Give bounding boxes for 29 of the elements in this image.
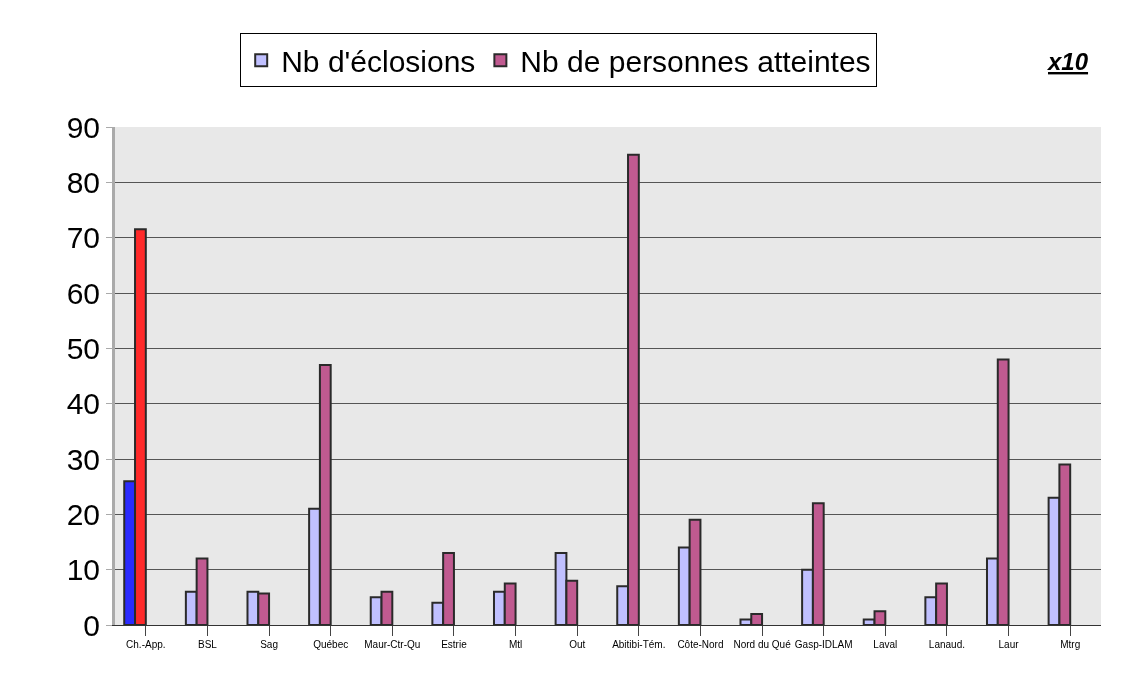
legend-label: Nb de personnes atteintes	[520, 44, 871, 78]
y-tick-label: 50	[66, 331, 100, 365]
x-tick-label: Ch.-App.	[126, 639, 166, 650]
x-tick-label: Nord du Qué	[733, 639, 792, 650]
y-tick-label: 0	[83, 608, 100, 642]
x-tick-label: Laur	[998, 639, 1020, 650]
y-tick-label: 80	[66, 165, 100, 199]
x-tick-label: Sag	[260, 639, 278, 650]
x-tick-label: BSL	[197, 639, 218, 650]
legend-label: Nb d'éclosions	[281, 44, 476, 78]
y-tick-label: 60	[66, 276, 100, 310]
x-tick-label: Mtrg	[1060, 639, 1081, 650]
x-tick-label: Abitibi-Tém.	[612, 639, 666, 650]
y-tick-label: 30	[66, 442, 100, 476]
x-tick-label: Out	[569, 639, 586, 650]
x-tick-label: Mtl	[508, 639, 523, 650]
x-tick-label: Maur-Ctr-Qu	[364, 639, 421, 650]
x-tick-label: Québec	[313, 639, 349, 650]
text: x10	[1046, 48, 1089, 75]
x-tick-label: Estrie	[441, 639, 468, 650]
y-tick-label: 70	[66, 221, 100, 255]
y-tick-label: 10	[66, 553, 100, 587]
y-tick-label: 40	[66, 387, 100, 421]
x-tick-label: Laval	[873, 639, 898, 650]
y-tick-label: 20	[66, 497, 100, 531]
x-tick-label: Lanaud.	[928, 639, 966, 650]
x-tick-label: Côte-Nord	[677, 639, 724, 650]
x-tick-label: Gasp-IDLAM	[794, 639, 853, 650]
y-tick-label: 90	[66, 110, 100, 144]
